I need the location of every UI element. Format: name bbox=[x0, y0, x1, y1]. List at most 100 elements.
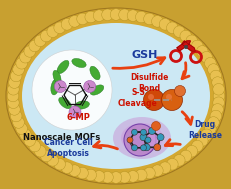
Circle shape bbox=[173, 26, 184, 37]
Circle shape bbox=[140, 129, 146, 135]
Circle shape bbox=[127, 171, 138, 182]
Circle shape bbox=[212, 90, 224, 102]
Circle shape bbox=[69, 15, 80, 27]
Circle shape bbox=[83, 81, 95, 92]
Circle shape bbox=[47, 155, 58, 166]
Circle shape bbox=[10, 110, 22, 122]
Ellipse shape bbox=[90, 85, 103, 95]
Circle shape bbox=[69, 165, 80, 177]
Circle shape bbox=[85, 169, 96, 181]
Circle shape bbox=[101, 9, 113, 21]
Circle shape bbox=[185, 35, 197, 47]
Ellipse shape bbox=[89, 66, 100, 80]
Circle shape bbox=[34, 35, 46, 47]
Circle shape bbox=[13, 64, 24, 75]
Circle shape bbox=[151, 15, 162, 27]
Ellipse shape bbox=[6, 8, 225, 184]
Circle shape bbox=[131, 145, 137, 151]
Ellipse shape bbox=[72, 58, 86, 67]
Circle shape bbox=[126, 137, 132, 143]
Circle shape bbox=[173, 155, 184, 166]
Circle shape bbox=[123, 124, 155, 156]
Circle shape bbox=[32, 50, 112, 130]
Circle shape bbox=[29, 140, 40, 152]
Circle shape bbox=[207, 64, 218, 75]
Text: Cancer Cell
Apoptosis: Cancer Cell Apoptosis bbox=[43, 138, 92, 158]
Circle shape bbox=[135, 169, 146, 181]
Circle shape bbox=[24, 135, 35, 146]
Circle shape bbox=[16, 123, 27, 135]
Circle shape bbox=[34, 145, 46, 157]
Circle shape bbox=[204, 57, 215, 69]
Circle shape bbox=[118, 9, 130, 21]
Circle shape bbox=[29, 40, 40, 52]
Circle shape bbox=[144, 137, 150, 143]
Circle shape bbox=[196, 46, 207, 57]
Circle shape bbox=[61, 162, 73, 174]
Circle shape bbox=[140, 145, 146, 151]
Circle shape bbox=[143, 167, 155, 179]
Circle shape bbox=[200, 51, 211, 63]
Circle shape bbox=[131, 129, 137, 135]
Circle shape bbox=[7, 90, 19, 102]
Circle shape bbox=[143, 13, 155, 25]
Circle shape bbox=[40, 150, 52, 162]
Circle shape bbox=[85, 11, 96, 23]
Circle shape bbox=[76, 13, 88, 25]
Circle shape bbox=[10, 70, 22, 82]
Circle shape bbox=[161, 90, 182, 111]
Ellipse shape bbox=[22, 23, 209, 169]
Circle shape bbox=[24, 46, 35, 57]
Ellipse shape bbox=[121, 123, 162, 153]
Circle shape bbox=[151, 165, 162, 177]
Circle shape bbox=[61, 19, 73, 30]
Circle shape bbox=[93, 171, 104, 182]
Circle shape bbox=[151, 122, 160, 130]
Circle shape bbox=[212, 97, 223, 108]
Circle shape bbox=[179, 30, 191, 42]
Circle shape bbox=[139, 134, 146, 141]
Text: Disulfide
Bond: Disulfide Bond bbox=[129, 73, 168, 93]
Ellipse shape bbox=[51, 79, 59, 95]
Circle shape bbox=[212, 84, 223, 95]
Circle shape bbox=[9, 104, 20, 115]
Circle shape bbox=[209, 110, 221, 122]
Circle shape bbox=[185, 145, 197, 157]
Text: Nanoscale MOFs: Nanoscale MOFs bbox=[23, 133, 100, 143]
Polygon shape bbox=[181, 41, 195, 51]
Circle shape bbox=[69, 106, 81, 118]
Text: Drug
Release: Drug Release bbox=[187, 120, 221, 140]
Circle shape bbox=[76, 167, 88, 179]
Circle shape bbox=[20, 129, 31, 141]
Ellipse shape bbox=[58, 97, 71, 109]
Circle shape bbox=[158, 162, 170, 174]
Circle shape bbox=[183, 45, 187, 49]
Ellipse shape bbox=[57, 60, 69, 74]
Text: GSH: GSH bbox=[131, 50, 158, 60]
Circle shape bbox=[8, 84, 19, 95]
Circle shape bbox=[93, 10, 104, 21]
Circle shape bbox=[174, 85, 185, 97]
Circle shape bbox=[191, 40, 202, 52]
Circle shape bbox=[13, 117, 24, 128]
Circle shape bbox=[8, 97, 19, 108]
Ellipse shape bbox=[74, 101, 89, 109]
Circle shape bbox=[110, 172, 121, 183]
Circle shape bbox=[54, 81, 66, 92]
Circle shape bbox=[153, 144, 160, 151]
Circle shape bbox=[165, 94, 171, 100]
Circle shape bbox=[16, 57, 27, 69]
Polygon shape bbox=[176, 41, 190, 51]
Circle shape bbox=[47, 26, 58, 37]
Circle shape bbox=[166, 158, 177, 170]
Circle shape bbox=[101, 171, 113, 183]
Circle shape bbox=[143, 144, 149, 151]
Circle shape bbox=[196, 135, 207, 146]
Circle shape bbox=[143, 90, 164, 111]
Circle shape bbox=[127, 10, 138, 21]
Circle shape bbox=[54, 158, 65, 170]
Circle shape bbox=[148, 128, 155, 135]
Circle shape bbox=[179, 150, 191, 162]
Circle shape bbox=[118, 171, 130, 183]
Circle shape bbox=[200, 129, 211, 141]
